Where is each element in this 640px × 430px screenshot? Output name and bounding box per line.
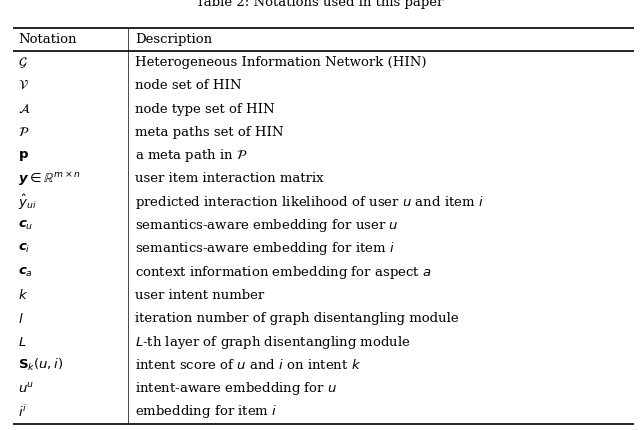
Text: $\boldsymbol{c}_{i}$: $\boldsymbol{c}_{i}$ (18, 242, 31, 255)
Text: iteration number of graph disentangling module: iteration number of graph disentangling … (135, 312, 459, 325)
Text: $\mathbf{S}_k(u, i)$: $\mathbf{S}_k(u, i)$ (18, 357, 63, 373)
Text: node set of HIN: node set of HIN (135, 79, 242, 92)
Text: semantics-aware embedding for item $i$: semantics-aware embedding for item $i$ (135, 240, 395, 257)
Text: $\boldsymbol{y} \in \mathbb{R}^{m \times n}$: $\boldsymbol{y} \in \mathbb{R}^{m \times… (18, 170, 81, 187)
Text: $i^i$: $i^i$ (18, 404, 27, 420)
Text: Heterogeneous Information Network (HIN): Heterogeneous Information Network (HIN) (135, 56, 427, 69)
Text: context information embedding for aspect $a$: context information embedding for aspect… (135, 264, 432, 281)
Text: $\boldsymbol{c}_{a}$: $\boldsymbol{c}_{a}$ (18, 266, 33, 279)
Text: user intent number: user intent number (135, 289, 264, 302)
Text: node type set of HIN: node type set of HIN (135, 103, 275, 116)
Text: $L$: $L$ (18, 335, 26, 348)
Text: $\mathcal{P}$: $\mathcal{P}$ (18, 126, 29, 139)
Text: semantics-aware embedding for user $u$: semantics-aware embedding for user $u$ (135, 217, 399, 234)
Text: intent-aware embedding for $u$: intent-aware embedding for $u$ (135, 380, 337, 397)
Text: $\mathcal{A}$: $\mathcal{A}$ (18, 102, 31, 116)
Text: $k$: $k$ (18, 289, 28, 302)
Text: Description: Description (135, 33, 212, 46)
Text: Table 2: Notations used in this paper: Table 2: Notations used in this paper (196, 0, 444, 9)
Text: a meta path in $\mathcal{P}$: a meta path in $\mathcal{P}$ (135, 147, 248, 164)
Text: $\mathcal{V}$: $\mathcal{V}$ (18, 79, 29, 92)
Text: $\mathbf{p}$: $\mathbf{p}$ (18, 149, 29, 163)
Text: intent score of $u$ and $i$ on intent $k$: intent score of $u$ and $i$ on intent $k… (135, 358, 362, 372)
Text: $\boldsymbol{c}_{u}$: $\boldsymbol{c}_{u}$ (18, 219, 33, 232)
Text: user item interaction matrix: user item interaction matrix (135, 172, 324, 185)
Text: $L$-th layer of graph disentangling module: $L$-th layer of graph disentangling modu… (135, 334, 411, 350)
Text: $\hat{y}_{ui}$: $\hat{y}_{ui}$ (18, 193, 36, 212)
Text: predicted interaction likelihood of user $u$ and item $i$: predicted interaction likelihood of user… (135, 194, 484, 211)
Text: embedding for item $i$: embedding for item $i$ (135, 403, 278, 421)
Text: Notation: Notation (18, 33, 76, 46)
Text: meta paths set of HIN: meta paths set of HIN (135, 126, 284, 139)
Text: $l$: $l$ (18, 312, 24, 326)
Text: $u^u$: $u^u$ (18, 381, 35, 396)
Text: $\mathcal{G}$: $\mathcal{G}$ (18, 55, 28, 70)
